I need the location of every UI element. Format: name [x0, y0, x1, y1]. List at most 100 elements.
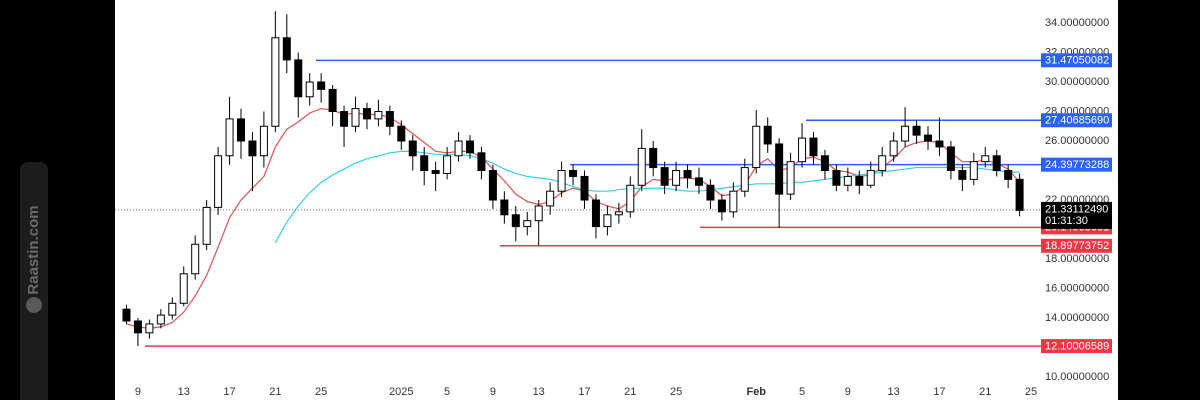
- candle-body: [672, 170, 681, 186]
- candle-body: [717, 199, 726, 213]
- candle-body: [740, 167, 749, 192]
- watermark-panel: [20, 162, 48, 400]
- candle-body: [935, 140, 944, 148]
- y-tick-label: 30.00000000: [1045, 76, 1109, 88]
- level-badge: [1041, 238, 1112, 253]
- candle-body: [179, 273, 188, 304]
- y-tick-label: 16.00000000: [1045, 282, 1109, 294]
- x-tick-label: 2025: [389, 386, 413, 398]
- candle-body: [317, 81, 326, 90]
- candle-body: [328, 88, 337, 113]
- candle-body: [809, 137, 818, 157]
- candle-body: [786, 161, 795, 195]
- candle-body: [866, 170, 875, 186]
- x-tick-label: 13: [533, 386, 545, 398]
- x-tick-label: 9: [490, 386, 496, 398]
- level-badge: [1041, 113, 1112, 128]
- plot-area: [115, 0, 1118, 400]
- candle-body: [202, 206, 211, 245]
- candle-body: [133, 320, 142, 334]
- candle-body: [477, 152, 486, 172]
- candle-body: [969, 161, 978, 180]
- candle-body: [488, 170, 497, 201]
- candle-body: [649, 147, 658, 169]
- candle-body: [431, 170, 440, 174]
- candle-body: [534, 205, 543, 222]
- candle-body: [820, 155, 829, 172]
- candle-body: [603, 214, 612, 228]
- candle-body: [1004, 170, 1013, 180]
- candle-body: [191, 243, 200, 275]
- x-tick-label: 13: [178, 386, 190, 398]
- candle-body: [122, 308, 131, 322]
- candle-body: [637, 147, 646, 186]
- x-tick-label: 21: [624, 386, 636, 398]
- x-tick-label: 25: [670, 386, 682, 398]
- candle-body: [775, 143, 784, 195]
- candle-body: [843, 175, 852, 186]
- candle-body: [294, 59, 303, 98]
- x-tick-label: 21: [269, 386, 281, 398]
- x-tick-label: 5: [799, 386, 805, 398]
- level-label: 24.39773288: [1045, 159, 1109, 171]
- candle-body: [340, 111, 349, 127]
- candle-body: [591, 199, 600, 228]
- candle-body: [878, 155, 887, 172]
- candle-body: [397, 125, 406, 142]
- candle-body: [523, 220, 532, 228]
- candle-body: [946, 146, 955, 172]
- candle-body: [443, 155, 452, 174]
- ma-line: [274, 150, 1020, 244]
- candle-body: [374, 111, 383, 120]
- candle-body: [1015, 178, 1024, 211]
- candle-body: [214, 155, 223, 208]
- level-badge: [1041, 157, 1112, 172]
- candle-body: [614, 211, 623, 216]
- y-tick-label: 10.00000000: [1045, 371, 1109, 383]
- level-badge: [1041, 339, 1112, 354]
- y-tick-label: 18.00000000: [1045, 253, 1109, 265]
- watermark-logo: [26, 297, 42, 313]
- candle-body: [924, 134, 932, 142]
- candle-body: [271, 37, 280, 127]
- candle-body: [385, 111, 394, 127]
- candle-body: [282, 37, 291, 61]
- x-tick-label: 13: [888, 386, 900, 398]
- candle-body: [569, 170, 578, 177]
- y-tick-label: 26.00000000: [1045, 135, 1109, 147]
- candle-body: [500, 199, 509, 216]
- candle-body: [237, 118, 245, 142]
- last-price-label: 21.33112490: [1045, 203, 1108, 215]
- candle-body: [156, 314, 165, 325]
- last-price-badge: [1041, 201, 1112, 229]
- candle-body: [408, 140, 417, 157]
- candle-body: [557, 170, 566, 192]
- watermark: Raastin.com: [25, 205, 42, 294]
- candle-body: [305, 81, 314, 98]
- x-tick-label: 25: [1025, 386, 1037, 398]
- y-tick-label: 14.00000000: [1045, 312, 1109, 324]
- candle-body: [683, 170, 692, 179]
- candle-body: [763, 125, 772, 145]
- countdown-label: 01:31:30: [1045, 215, 1088, 227]
- candle-body: [580, 175, 589, 201]
- level-label: 27.40685690: [1045, 115, 1109, 127]
- candle-body: [145, 323, 154, 334]
- candle-body: [729, 190, 738, 213]
- candle-body: [626, 184, 635, 213]
- candle-body: [889, 140, 898, 157]
- candle-body: [351, 108, 360, 127]
- x-tick-label: Feb: [746, 386, 766, 398]
- x-tick-label: 9: [845, 386, 851, 398]
- x-tick-label: 21: [979, 386, 991, 398]
- candle-body: [362, 108, 371, 120]
- level-label: 31.47050082: [1045, 55, 1109, 67]
- candle-body: [511, 214, 520, 228]
- y-tick-label: 34.00000000: [1045, 17, 1109, 29]
- x-tick-label: 17: [578, 386, 590, 398]
- candle-body: [912, 125, 921, 136]
- candle-body: [466, 140, 474, 154]
- candle-body: [248, 140, 257, 157]
